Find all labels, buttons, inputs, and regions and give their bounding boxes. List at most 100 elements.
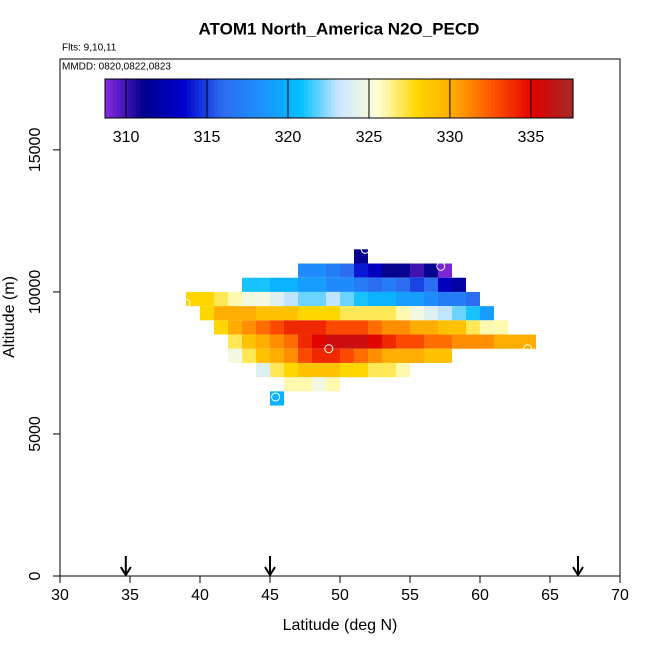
colorbar-segment [510, 79, 516, 118]
colorbar-segment [268, 79, 274, 118]
heat-cell [228, 291, 242, 307]
heat-cell [466, 320, 480, 335]
colorbar-segment [120, 79, 126, 118]
heat-cell [410, 263, 424, 278]
heat-cell [396, 263, 410, 278]
colorbar-segment [506, 79, 512, 118]
colorbar-segment [292, 79, 297, 118]
heat-cell [298, 334, 312, 349]
colorbar-segment [569, 79, 574, 118]
colorbar-segment [237, 79, 243, 118]
heat-cell [228, 306, 242, 321]
heat-cell [368, 291, 382, 307]
heat-cell [368, 334, 382, 349]
heat-cell [382, 320, 396, 335]
heat-cell [396, 334, 410, 349]
heat-cell [242, 334, 256, 349]
heat-cell [452, 320, 466, 335]
heat-cell [340, 348, 354, 363]
heat-cell [228, 348, 242, 363]
heat-cell [452, 277, 466, 292]
colorbar-segment [342, 79, 348, 118]
flight-marker [523, 344, 533, 354]
colorbar-segment [194, 79, 200, 118]
colorbar-segment [225, 79, 231, 118]
heat-cell [242, 320, 256, 335]
heat-cell [438, 334, 452, 349]
y-tick-label: 0 [27, 571, 44, 580]
colorbar-segment [218, 79, 223, 118]
arrow [572, 556, 584, 577]
colorbar-segment [444, 79, 449, 118]
colorbar-segment [112, 79, 118, 118]
heat-cell [242, 348, 256, 363]
x-tick-label: 50 [331, 587, 349, 604]
colorbar-segment [452, 79, 457, 118]
colorbar-segment [276, 79, 282, 118]
colorbar-segment [249, 79, 254, 118]
heatmap [186, 249, 536, 406]
heat-cell [354, 291, 368, 307]
colorbar-segment [183, 79, 188, 118]
colorbar-segment [370, 79, 375, 118]
heat-cell [214, 291, 228, 307]
colorbar-segment [378, 79, 383, 118]
heat-cell [354, 277, 368, 292]
heat-cell [340, 291, 354, 307]
heat-cell [200, 291, 214, 307]
heat-cell [298, 377, 312, 392]
heat-cell [298, 306, 312, 321]
heat-cell [270, 291, 284, 307]
colorbar-segment [303, 79, 309, 118]
heat-cell [354, 348, 368, 363]
colorbar-segment [319, 79, 324, 118]
colorbar-segment [401, 79, 406, 118]
heat-cell [340, 277, 354, 292]
heat-cell [284, 377, 298, 392]
colorbar-segment [257, 79, 262, 118]
heat-cell [256, 334, 270, 349]
colorbar-segment [339, 79, 344, 118]
colorbar-segment [565, 79, 570, 118]
colorbar-segment [335, 79, 340, 118]
heat-cell [438, 306, 452, 321]
heat-cell [298, 277, 312, 292]
colorbar-segment [307, 79, 313, 118]
colorbar-tick-label: 330 [437, 129, 464, 146]
heat-cell [312, 306, 326, 321]
colorbar-segment [198, 79, 204, 118]
colorbar-segment [214, 79, 219, 118]
heat-cell [396, 320, 410, 335]
heat-cell [382, 334, 396, 349]
x-tick-label: 55 [401, 587, 419, 604]
colorbar-segment [553, 79, 558, 118]
colorbar-segment [413, 79, 418, 118]
x-tick-label: 70 [611, 587, 629, 604]
colorbar-segment [171, 79, 176, 118]
heat-cell [298, 263, 312, 278]
heat-cell [354, 249, 368, 264]
colorbar-segment [147, 79, 153, 118]
heat-cell [396, 291, 410, 307]
heat-cell [284, 334, 298, 349]
colorbar-segment [393, 79, 399, 118]
heat-cell [312, 320, 326, 335]
colorbar-segment [159, 79, 165, 118]
heat-cell [284, 320, 298, 335]
colorbar-segment [432, 79, 438, 118]
heat-cell [382, 291, 396, 307]
heat-cell [438, 277, 452, 292]
heat-cell [340, 334, 354, 349]
subtitle: Flts: 9,10,11 [62, 43, 117, 54]
heat-cell [340, 362, 354, 378]
heat-cell [410, 306, 424, 321]
colorbar-segment [440, 79, 445, 118]
y-tick-label: 15000 [27, 128, 44, 173]
colorbar-segment [495, 79, 500, 118]
colorbar-segment [280, 79, 285, 118]
x-tick-label: 35 [121, 587, 139, 604]
heat-cell [368, 362, 382, 378]
colorbar-segment [296, 79, 301, 118]
arrow [264, 556, 276, 577]
colorbar-tick-label: 310 [113, 129, 140, 146]
